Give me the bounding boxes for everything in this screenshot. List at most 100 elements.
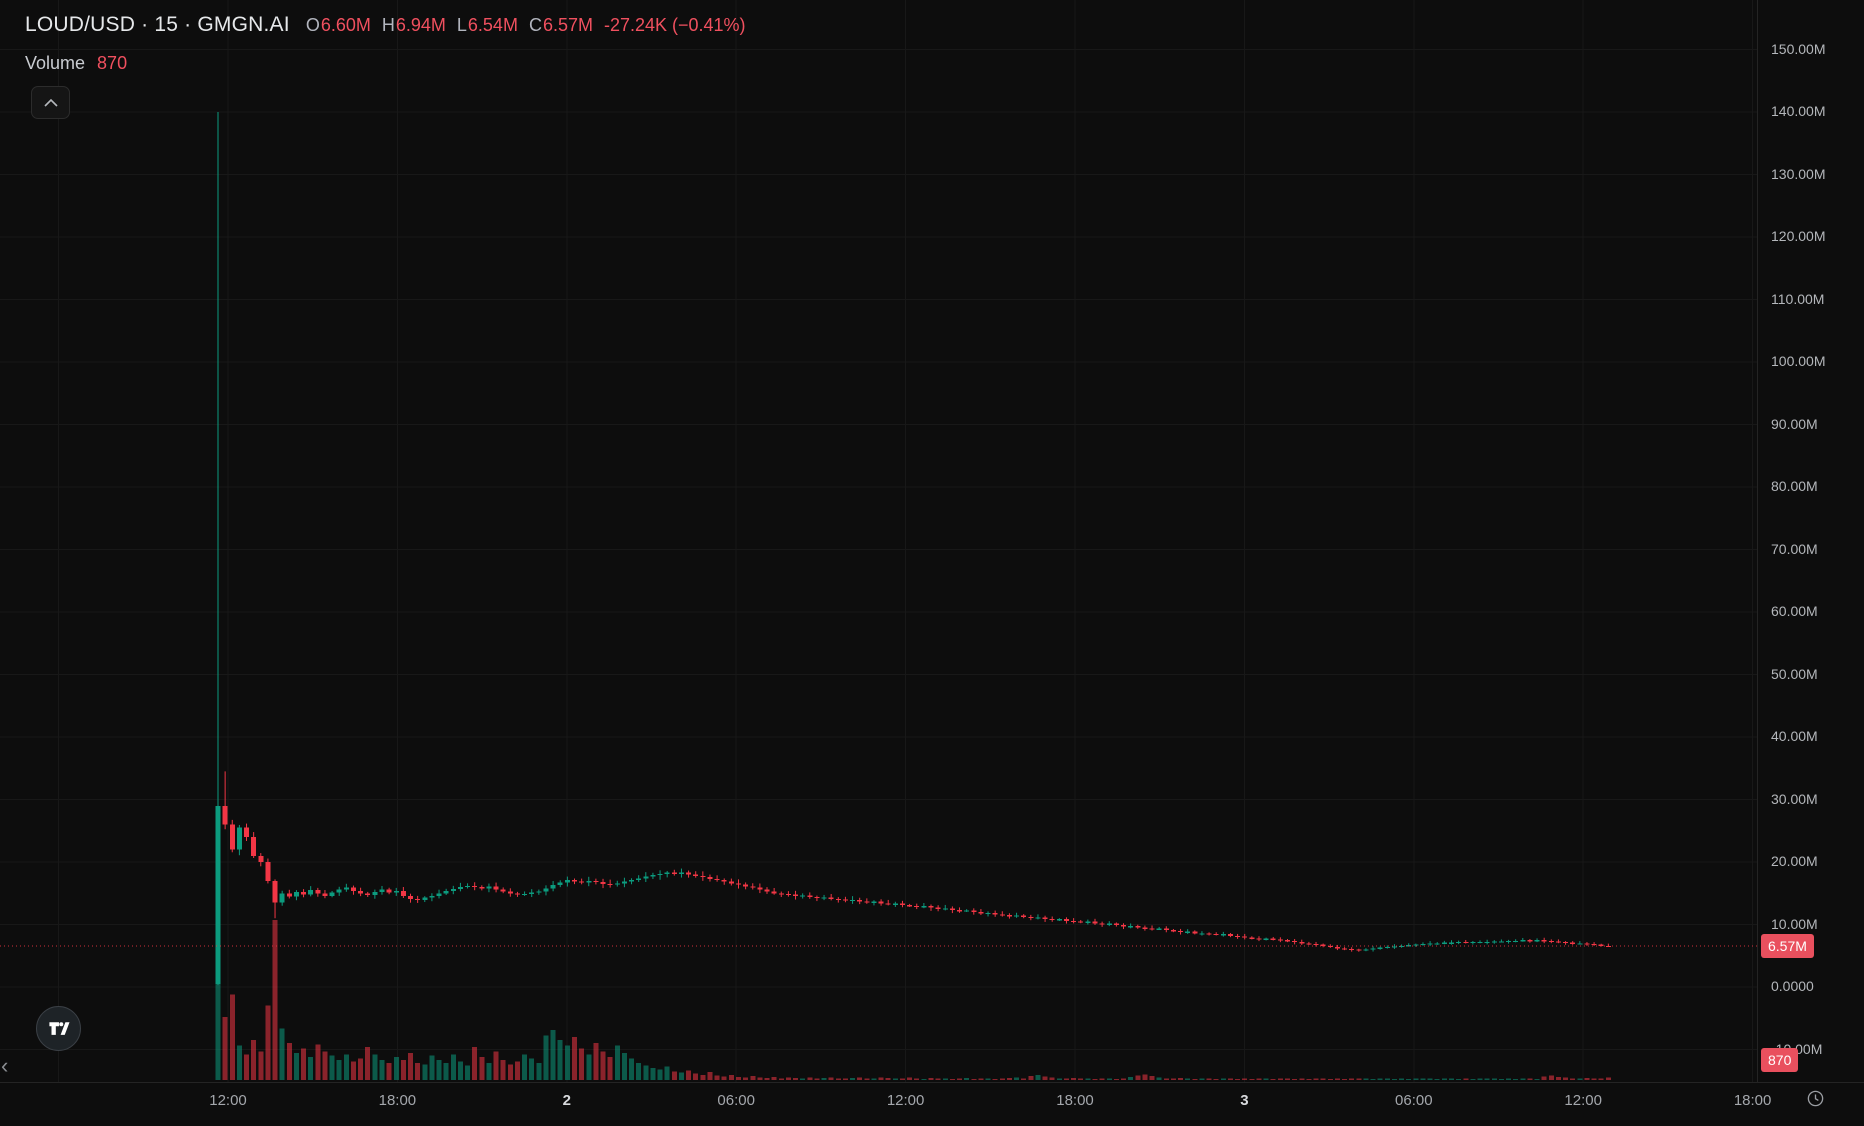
candle-body <box>1071 920 1077 922</box>
volume-bar <box>1541 1076 1547 1080</box>
volume-bar <box>1555 1076 1561 1080</box>
scroll-left-arrow[interactable]: ‹ <box>1 1053 9 1078</box>
time-axis-clock-button[interactable] <box>1806 1089 1826 1109</box>
candle-body <box>1434 943 1440 945</box>
price-axis[interactable]: 150.00M 140.00M 130.00M 120.00M 110.00M 100.0… <box>1757 0 1864 1082</box>
volume-bar <box>1192 1078 1198 1080</box>
candle-body <box>1313 943 1319 946</box>
candle-body <box>1570 942 1576 944</box>
candle-body <box>1006 915 1012 917</box>
candle-body <box>1063 919 1069 921</box>
candle-body <box>664 872 670 874</box>
candle-body <box>536 891 542 893</box>
ohlc-values: O 6.60M H 6.94M L 6.54M C 6.57M -27.24K (−0.… <box>306 15 746 36</box>
symbol-title[interactable]: LOUD/USD · 15 · GMGN.AI <box>25 13 290 36</box>
volume-bar <box>971 1078 977 1080</box>
candle-body <box>1078 921 1084 923</box>
volume-bar <box>229 994 235 1080</box>
time-tick-label: 12:00 <box>1564 1092 1602 1109</box>
last-volume-badge: 870 <box>1761 1048 1799 1072</box>
volume-bar <box>914 1078 920 1080</box>
volume-bar <box>650 1068 656 1080</box>
candle-body <box>1563 942 1569 944</box>
volume-bar <box>885 1078 891 1080</box>
tradingview-logo[interactable] <box>36 1006 81 1051</box>
candle-body <box>1548 940 1554 942</box>
candle-body <box>1028 917 1034 919</box>
volume-bar <box>386 1062 392 1080</box>
candle-body <box>1085 921 1091 923</box>
volume-bar <box>678 1072 684 1080</box>
candle-body <box>850 899 856 902</box>
candle-body <box>871 901 877 903</box>
volume-bar <box>942 1078 948 1080</box>
collapse-legend-button[interactable] <box>31 86 70 119</box>
volume-bar <box>358 1058 364 1080</box>
volume-bar <box>1121 1078 1127 1080</box>
volume-bar <box>1227 1078 1233 1080</box>
volume-bar <box>1263 1078 1269 1080</box>
volume-bar <box>978 1078 984 1080</box>
candle-body <box>1584 943 1590 945</box>
volume-bar <box>429 1055 435 1080</box>
volume-bar <box>422 1064 428 1080</box>
candle-body <box>1598 944 1604 946</box>
candle-body <box>286 893 292 897</box>
volume-bar <box>785 1077 791 1080</box>
candle-body <box>543 888 549 892</box>
candle-body <box>522 893 528 896</box>
volume-bar <box>443 1062 449 1080</box>
price-tick-label: 150.00M <box>1771 40 1826 57</box>
candle-body <box>408 895 414 899</box>
volume-bar <box>1185 1078 1191 1080</box>
candle-body <box>1334 947 1340 949</box>
volume-bar <box>593 1042 599 1080</box>
volume-bar <box>828 1077 834 1080</box>
candle-body <box>251 837 257 856</box>
candle-body <box>343 887 349 890</box>
volume-bar <box>614 1045 620 1080</box>
candle-body <box>707 877 713 879</box>
candle-body <box>785 893 791 896</box>
volume-bar <box>1563 1077 1569 1080</box>
volume-bar <box>507 1064 513 1080</box>
volume-bar <box>1128 1077 1134 1080</box>
volume-bar <box>329 1055 335 1080</box>
time-axis[interactable]: 12:00 18:00 2 06:00 12:00 18:00 3 06:00 12:00 18:… <box>0 1082 1864 1126</box>
candle-body <box>864 901 870 903</box>
volume-bar <box>671 1071 677 1080</box>
candle-body <box>236 827 242 850</box>
candle-body <box>429 895 435 898</box>
volume-bar <box>1035 1074 1041 1080</box>
volume-bar <box>1113 1078 1119 1080</box>
candle-body <box>1441 942 1447 944</box>
volume-bar <box>1605 1077 1611 1080</box>
candle-body <box>358 890 364 894</box>
candle-body <box>586 880 592 883</box>
volume-bar <box>1570 1078 1576 1080</box>
candle-body <box>914 905 920 907</box>
candle-body <box>1484 942 1490 944</box>
volume-bar <box>850 1078 856 1080</box>
volume-bar <box>721 1076 727 1080</box>
candle-body <box>1185 931 1191 933</box>
candle-body <box>842 899 848 901</box>
volume-bar <box>1099 1078 1105 1080</box>
volume-bar <box>522 1054 528 1080</box>
candle-body <box>1056 919 1062 921</box>
volume-bar <box>514 1061 520 1080</box>
candle-body <box>757 887 763 890</box>
volume-bar <box>714 1075 720 1080</box>
chevron-up-icon <box>43 98 58 107</box>
price-tick-label: 90.00M <box>1771 415 1818 432</box>
candle-body <box>1106 923 1112 925</box>
candle-body <box>992 912 998 915</box>
volume-bar <box>1006 1078 1012 1080</box>
candle-body <box>985 912 991 915</box>
candle-body <box>1199 933 1205 935</box>
price-tick-label: 80.00M <box>1771 478 1818 494</box>
volume-bar <box>878 1077 884 1080</box>
candle-body <box>372 892 378 896</box>
